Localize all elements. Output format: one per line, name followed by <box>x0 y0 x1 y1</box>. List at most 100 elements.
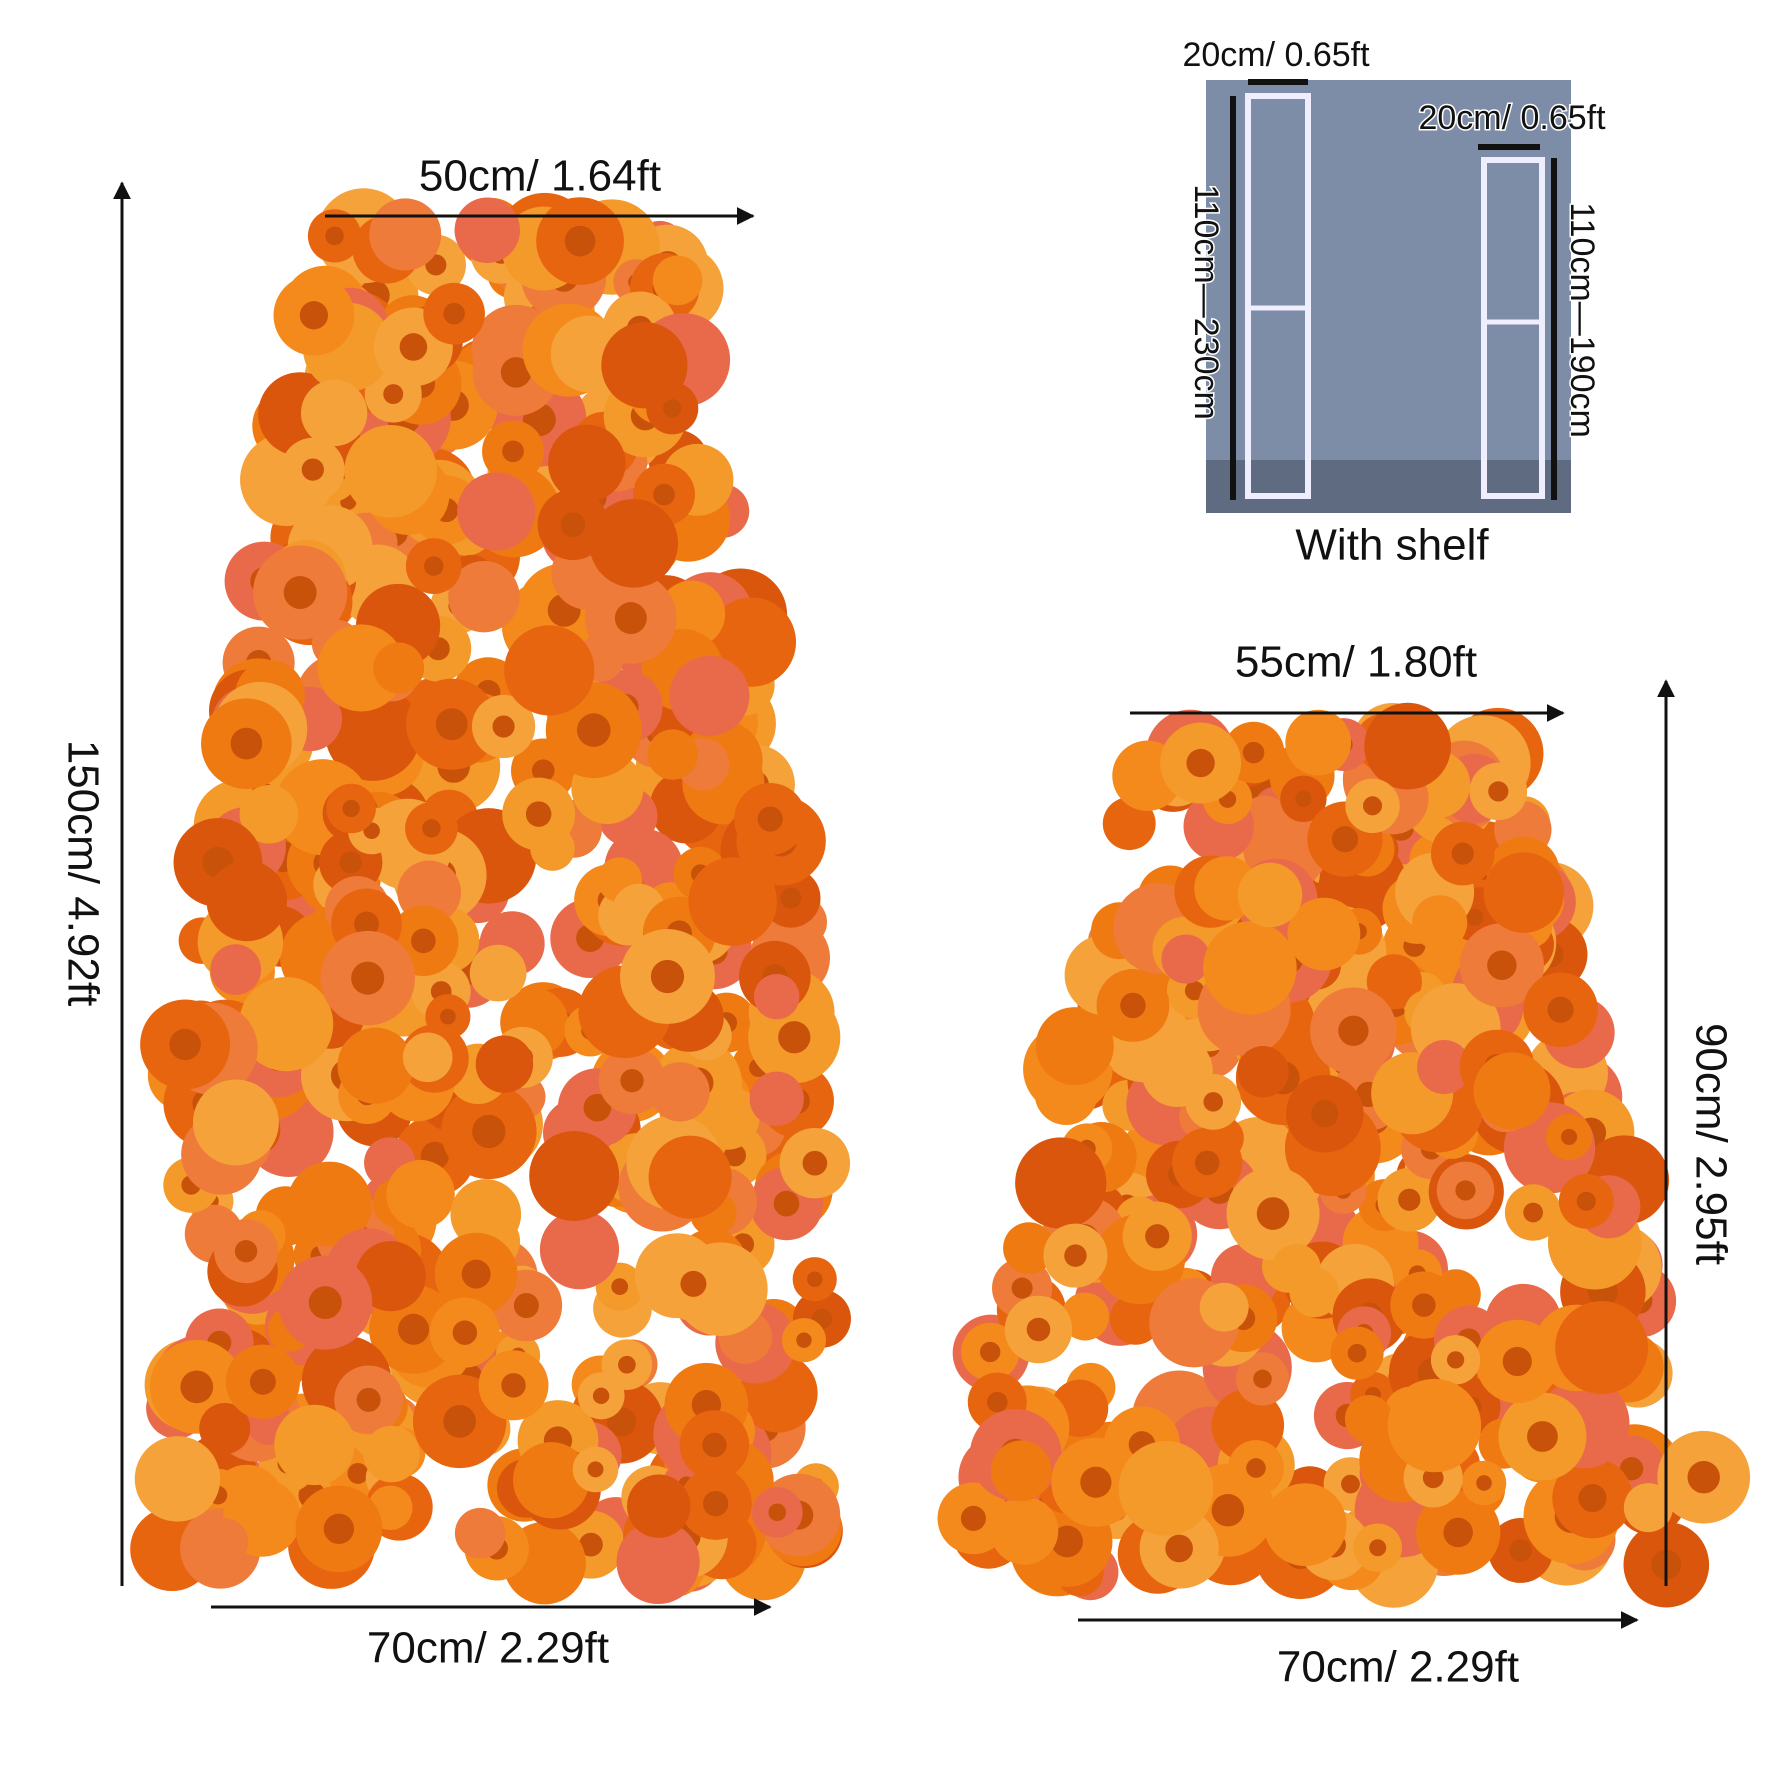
flower <box>351 961 385 995</box>
flower <box>616 1520 700 1605</box>
flower <box>611 1278 629 1295</box>
flower <box>578 1532 603 1557</box>
flower <box>806 1271 823 1287</box>
flower <box>702 1432 727 1458</box>
flower <box>422 819 441 838</box>
stand <box>1481 157 1545 499</box>
flower <box>1451 842 1474 865</box>
dimension-label: 70cm/ 2.29ft <box>367 1624 609 1673</box>
flower <box>1285 709 1352 776</box>
flower <box>1120 992 1146 1019</box>
flower <box>796 1332 812 1348</box>
flower <box>301 458 324 481</box>
flower <box>1211 1493 1245 1527</box>
flower <box>513 1292 539 1319</box>
flower <box>317 624 405 712</box>
flower <box>1256 1197 1290 1230</box>
flower <box>1118 1441 1214 1536</box>
flower <box>1338 1015 1369 1046</box>
flower <box>1184 980 1205 1001</box>
flower <box>1487 950 1517 980</box>
flower-layer <box>130 188 1751 1608</box>
flower <box>1272 1243 1321 1293</box>
flower <box>990 1440 1052 1502</box>
flower <box>475 1035 534 1093</box>
flower <box>1619 1457 1644 1481</box>
inset-width-label: 20cm/ 0.65ft <box>1418 99 1606 137</box>
inset-caption: With shelf <box>1295 521 1489 570</box>
floor <box>1206 460 1571 513</box>
flower <box>564 225 596 257</box>
dimension-label: 70cm/ 2.29ft <box>1277 1643 1519 1692</box>
flower <box>1412 1293 1436 1317</box>
flower <box>1412 895 1468 951</box>
flower <box>230 727 263 760</box>
flower <box>299 301 329 330</box>
flower <box>274 1404 355 1486</box>
flower <box>753 973 800 1020</box>
flower <box>369 198 442 271</box>
flower <box>1051 1525 1083 1558</box>
dimension-label: 90cm/ 2.95ft <box>1686 1023 1735 1265</box>
inset-height-label: 110cm—190cm <box>1563 202 1601 438</box>
flower <box>1578 1483 1607 1513</box>
flower <box>325 226 344 246</box>
flower <box>469 944 527 1002</box>
flower <box>548 424 626 503</box>
flower <box>180 1370 214 1404</box>
flower <box>402 1032 453 1083</box>
flower <box>601 322 688 409</box>
flower <box>1061 1292 1110 1341</box>
dimension-label: 55cm/ 1.80ft <box>1235 638 1477 687</box>
flower <box>1366 954 1422 1010</box>
inset-height-label: 110cm—230cm <box>1187 184 1225 420</box>
flower <box>363 1425 420 1483</box>
flower <box>501 1373 526 1398</box>
flower <box>239 785 299 844</box>
flower <box>450 1179 522 1250</box>
flower <box>373 642 425 694</box>
flower <box>768 1503 787 1522</box>
flower <box>452 1320 478 1345</box>
flower <box>1331 825 1359 853</box>
flower <box>239 976 334 1072</box>
dimension-label: 50cm/ 1.64ft <box>419 152 661 201</box>
flower <box>1560 1128 1578 1145</box>
flower <box>308 1286 342 1320</box>
flower <box>448 560 520 633</box>
flower <box>411 928 436 954</box>
flower <box>1287 897 1361 971</box>
flower <box>1186 748 1215 778</box>
flower <box>1026 1317 1051 1342</box>
flower <box>773 1190 800 1217</box>
flower <box>472 1114 506 1149</box>
flower <box>1488 781 1509 802</box>
flower <box>169 1028 201 1061</box>
flower <box>688 857 778 946</box>
flower <box>423 556 444 576</box>
flower <box>513 1442 590 1519</box>
flower <box>1547 996 1574 1023</box>
flower <box>1246 1458 1266 1478</box>
dimension-label: 150cm/ 4.92ft <box>58 740 107 1007</box>
flower <box>502 440 524 463</box>
flower <box>1165 1534 1193 1563</box>
flower <box>342 799 360 818</box>
flower <box>1417 1040 1472 1095</box>
flower <box>1509 1539 1532 1562</box>
flower <box>206 860 288 942</box>
flower <box>592 1387 610 1405</box>
flower <box>652 255 703 306</box>
flower <box>440 1008 456 1025</box>
flower <box>435 708 468 741</box>
flower <box>192 1079 279 1166</box>
flower <box>283 576 317 610</box>
flower <box>614 602 647 635</box>
flower <box>1446 1351 1465 1369</box>
flower <box>300 379 368 447</box>
flower <box>355 1241 426 1312</box>
flower <box>383 384 404 405</box>
flower <box>778 1021 811 1054</box>
flower <box>1237 862 1303 928</box>
